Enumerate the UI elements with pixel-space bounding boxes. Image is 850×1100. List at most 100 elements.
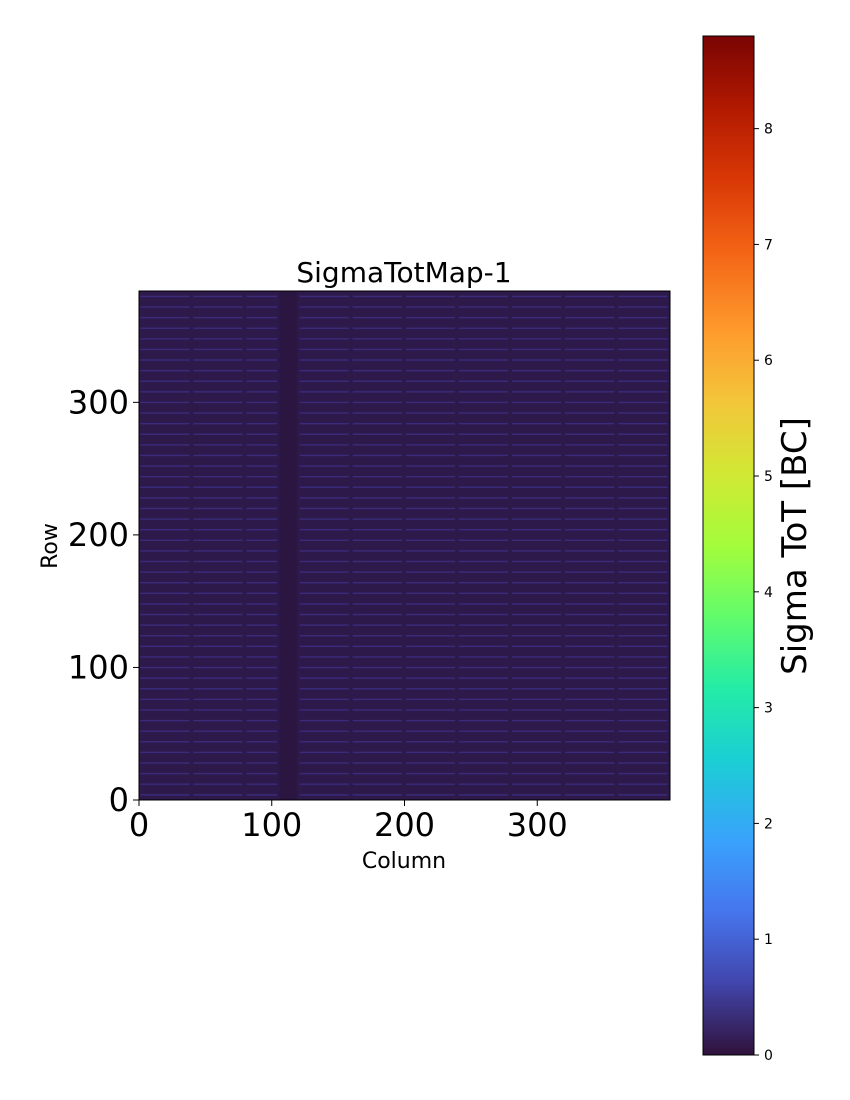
heatmap-cell-row — [512, 656, 562, 658]
heatmap-cell-row — [299, 497, 349, 499]
heatmap-cell-row — [618, 539, 668, 541]
heatmap-cell-row — [193, 582, 243, 584]
heatmap-cell-row — [458, 539, 509, 541]
heatmap-cell-row — [565, 698, 615, 701]
heatmap-cell-row — [193, 412, 243, 414]
heatmap-cell-row — [193, 592, 243, 595]
heatmap-cell-row — [140, 486, 190, 488]
heatmap-cell-row — [458, 391, 509, 393]
heatmap-cell-row — [405, 730, 455, 732]
heatmap-cell-row — [458, 698, 509, 701]
heatmap-cell-row — [565, 677, 615, 679]
heatmap-cell-row — [140, 401, 190, 404]
heatmap-cell-row — [246, 454, 278, 457]
heatmap-cell-row — [299, 592, 349, 595]
heatmap-cell-row — [618, 592, 668, 595]
heatmap-cell-row — [352, 412, 402, 414]
heatmap-cell-row — [299, 465, 349, 467]
heatmap-cell-row — [405, 348, 455, 351]
heatmap-cell-row — [246, 656, 278, 658]
heatmap-cell-row — [352, 454, 402, 457]
heatmap-cell-row — [565, 613, 615, 616]
heatmap-cell-row — [352, 465, 402, 467]
heatmap-cell-row — [246, 327, 278, 329]
heatmap-cell-row — [352, 380, 402, 382]
y-axis: 0 100 200 300 — [68, 383, 139, 819]
y-tick-label: 200 — [68, 516, 129, 554]
heatmap-cell-row — [140, 422, 190, 425]
heatmap-cell-row — [565, 656, 615, 658]
heatmap-cell-row — [193, 316, 243, 319]
heatmap-cell-row — [140, 730, 190, 732]
heatmap-cell-row — [193, 380, 243, 382]
heatmap-cell-row — [458, 762, 509, 764]
heatmap-cell-row — [193, 613, 243, 616]
heatmap-cell-row — [618, 295, 668, 298]
colorbar-gradient — [702, 35, 755, 1056]
heatmap-cell-row — [140, 327, 190, 329]
heatmap-cell-row — [565, 369, 615, 372]
heatmap-cell-row — [618, 528, 668, 531]
heatmap-cell-row — [458, 486, 509, 488]
heatmap-cell-row — [458, 751, 509, 754]
heatmap-cell-row — [512, 751, 562, 754]
heatmap-cell-row — [565, 327, 615, 329]
heatmap-cell-row — [246, 666, 278, 669]
heatmap-cell-row — [140, 592, 190, 595]
heatmap-cell-row — [512, 613, 562, 616]
heatmap-cell-row — [405, 507, 455, 510]
heatmap-cell-row — [299, 666, 349, 669]
heatmap-cell-row — [512, 327, 562, 329]
heatmap-cell-row — [246, 645, 278, 648]
heatmap-cell-row — [512, 369, 562, 372]
heatmap-column-band — [140, 295, 190, 796]
heatmap-cell-row — [512, 666, 562, 669]
heatmap-cell-row — [405, 465, 455, 467]
heatmap-cell-row — [299, 709, 349, 711]
heatmap-cell-row — [352, 666, 402, 669]
heatmap-cell-row — [565, 741, 615, 743]
heatmap-cell-row — [193, 762, 243, 764]
heatmap-cell-row — [299, 369, 349, 372]
heatmap-cell-row — [140, 550, 190, 552]
heatmap-cell-row — [405, 486, 455, 488]
heatmap-cell-row — [246, 762, 278, 764]
heatmap-cell-row — [405, 338, 455, 340]
heatmap-cell-row — [299, 518, 349, 520]
heatmap-cell-row — [618, 497, 668, 499]
heatmap-cell-row — [565, 762, 615, 764]
heatmap-cell-row — [405, 454, 455, 457]
colorbar-label: Sigma ToT [BC] — [775, 417, 815, 675]
heatmap-cell-row — [140, 465, 190, 467]
heatmap-cell-row — [512, 380, 562, 382]
heatmap-cell-row — [565, 645, 615, 648]
heatmap-cell-row — [458, 348, 509, 351]
heatmap-cell-row — [512, 486, 562, 488]
heatmap-cell-row — [458, 327, 509, 329]
heatmap-cell-row — [405, 751, 455, 754]
heatmap-cell-row — [246, 783, 278, 785]
heatmap-cell-row — [458, 518, 509, 520]
heatmap-cell-row — [246, 401, 278, 404]
heatmap-cell-row — [618, 741, 668, 743]
heatmap-cell-row — [405, 656, 455, 658]
heatmap-cell-row — [140, 295, 190, 298]
heatmap-cell-row — [618, 550, 668, 552]
heatmap-cell-row — [299, 698, 349, 701]
heatmap-cell-row — [193, 348, 243, 351]
heatmap-cell-row — [193, 709, 243, 711]
heatmap-cell-row — [405, 635, 455, 637]
heatmap-cell-row — [512, 359, 562, 361]
heatmap-cell-row — [405, 762, 455, 764]
heatmap-cell-row — [405, 528, 455, 531]
heatmap-cell-row — [565, 635, 615, 637]
heatmap-column-band — [405, 295, 455, 796]
heatmap-cell-row — [246, 412, 278, 414]
heatmap-cell-row — [193, 507, 243, 510]
heatmap-cell-row — [565, 730, 615, 732]
heatmap-cell-row — [458, 454, 509, 457]
heatmap-cell-row — [246, 348, 278, 351]
heatmap-cell-row — [352, 645, 402, 648]
heatmap-cell-row — [140, 306, 190, 308]
heatmap-cell-row — [140, 348, 190, 351]
